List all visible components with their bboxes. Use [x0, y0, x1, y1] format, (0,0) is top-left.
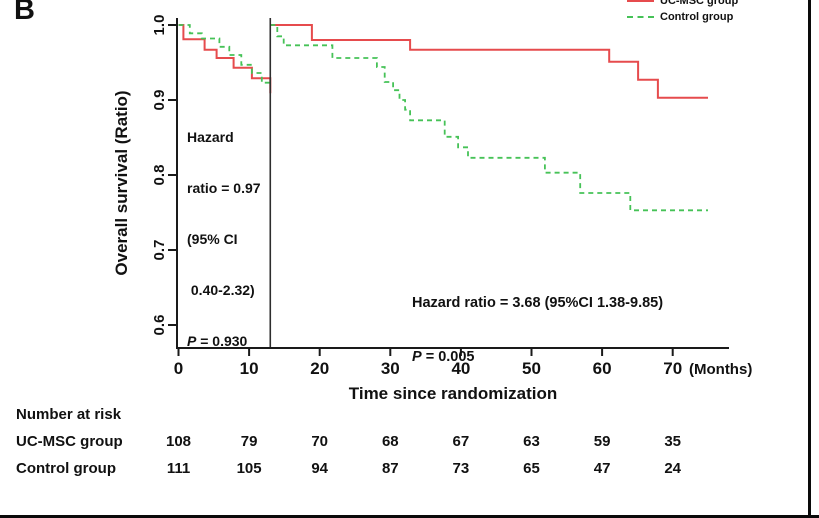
risk-value: 63 [523, 433, 540, 450]
risk-value: 67 [452, 433, 470, 450]
figure-border-right [808, 0, 811, 518]
y-tick-label: 0.9 [151, 90, 168, 111]
risk-row-label-ucmsc: UC-MSC group [16, 433, 123, 450]
risk-value: 59 [593, 433, 611, 450]
months-unit-label: (Months) [689, 361, 752, 378]
y-tick-label: 0.8 [151, 165, 168, 186]
risk-value: 94 [311, 460, 329, 477]
annotation-p-line: P = 0.005 [412, 348, 663, 366]
control-line-swatch-icon [627, 16, 654, 18]
annotation-line: Hazard [187, 129, 234, 145]
x-tick-label: 40 [451, 359, 470, 378]
risk-value: 65 [523, 460, 540, 477]
y-tick-label: 1.0 [151, 15, 168, 36]
legend-label-control: Control group [660, 11, 734, 23]
legend-item-ucmsc: UC-MSC group [627, 0, 738, 9]
annotation-line: ratio = 0.97 [187, 180, 261, 196]
x-tick-label: 60 [593, 359, 612, 378]
risk-value: 87 [381, 460, 399, 477]
p-value: = 0.930 [196, 333, 248, 349]
hazard-ratio-landmark-annotation: Hazard ratio = 0.97 (95% CI 0.40-2.32) P… [187, 95, 261, 384]
km-plot: 1.0 0.9 0.8 0.7 0.6 0 10 20 30 40 50 60 70 (Months) Ti… [112, 15, 752, 403]
risk-value: 79 [240, 433, 258, 450]
annotation-line: 0.40-2.32) [187, 282, 255, 298]
risk-value: 24 [664, 460, 682, 477]
risk-value: 68 [381, 433, 399, 450]
p-symbol: P [412, 349, 422, 365]
annotation-p-line: P = 0.930 [187, 333, 261, 350]
y-tick-label: 0.6 [151, 315, 168, 336]
risk-value: 70 [311, 433, 329, 450]
survival-curve-control [270, 24, 708, 212]
risk-value: 105 [236, 460, 262, 477]
annotation-line: Hazard ratio = 3.68 (95%CI 1.38-9.85) [412, 295, 664, 311]
annotation-line: (95% CI [187, 231, 238, 247]
panel-label: B [14, 0, 35, 26]
risk-value: 47 [593, 460, 611, 477]
x-tick-label: 0 [174, 359, 183, 378]
p-symbol: P [187, 333, 197, 349]
x-tick-label: 50 [522, 359, 541, 378]
survival-curve-ucmsc [178, 24, 272, 94]
ucmsc-line-swatch-icon [627, 0, 654, 2]
hazard-ratio-longterm-annotation: Hazard ratio = 3.68 (95%CI 1.38-9.85) P … [412, 258, 663, 402]
risk-value: 35 [664, 433, 682, 450]
risk-row-label-control: Control group [16, 460, 116, 477]
x-tick-label: 70 [663, 359, 682, 378]
x-tick-label: 10 [240, 359, 259, 378]
survival-curve-control [178, 24, 271, 84]
risk-value: 73 [452, 460, 470, 477]
risk-value: 111 [166, 460, 191, 477]
survival-curve-ucmsc [270, 24, 708, 99]
legend-item-control: Control group [627, 9, 738, 25]
y-tick-label: 0.7 [151, 240, 168, 261]
legend-label-ucmsc: UC-MSC group [660, 0, 739, 7]
number-at-risk-title: Number at risk [16, 406, 122, 423]
y-axis-title: Overall survival (Ratio) [112, 90, 131, 275]
x-axis-title: Time since randomization [349, 384, 557, 403]
risk-value: 108 [165, 433, 192, 450]
x-tick-label: 30 [381, 359, 400, 378]
x-tick-label: 20 [310, 359, 329, 378]
legend: UC-MSC group Control group [627, 0, 738, 25]
figure-border-bottom [0, 515, 819, 518]
p-value: = 0.005 [421, 349, 475, 365]
